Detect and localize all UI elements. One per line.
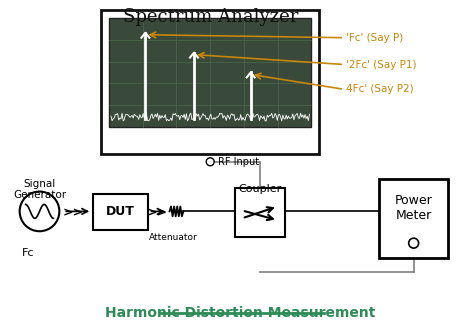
Bar — [235, 188, 284, 237]
Circle shape — [206, 158, 214, 166]
Text: >>: >> — [63, 206, 84, 219]
Bar — [101, 10, 319, 154]
Bar — [379, 179, 448, 258]
Text: RF Input: RF Input — [218, 157, 259, 167]
Text: '2Fc' (Say P1): '2Fc' (Say P1) — [346, 59, 417, 69]
Text: Spectrum Analyzer: Spectrum Analyzer — [122, 8, 298, 26]
Text: Fc: Fc — [22, 248, 34, 258]
Text: Signal
Generator: Signal Generator — [13, 179, 66, 200]
Text: 'Fc' (Say P): 'Fc' (Say P) — [346, 33, 403, 43]
Text: >>: >> — [147, 206, 168, 219]
Text: DUT: DUT — [106, 205, 135, 218]
Text: Coupler: Coupler — [238, 183, 282, 193]
Text: 4Fc' (Say P2): 4Fc' (Say P2) — [346, 84, 414, 94]
Bar — [93, 193, 148, 230]
Circle shape — [19, 192, 59, 231]
Text: Attenuator: Attenuator — [149, 233, 198, 242]
Circle shape — [409, 238, 419, 248]
Text: Power
Meter: Power Meter — [395, 194, 432, 223]
Bar — [109, 18, 311, 127]
Text: Harmonic Distortion Measurement: Harmonic Distortion Measurement — [105, 306, 375, 320]
